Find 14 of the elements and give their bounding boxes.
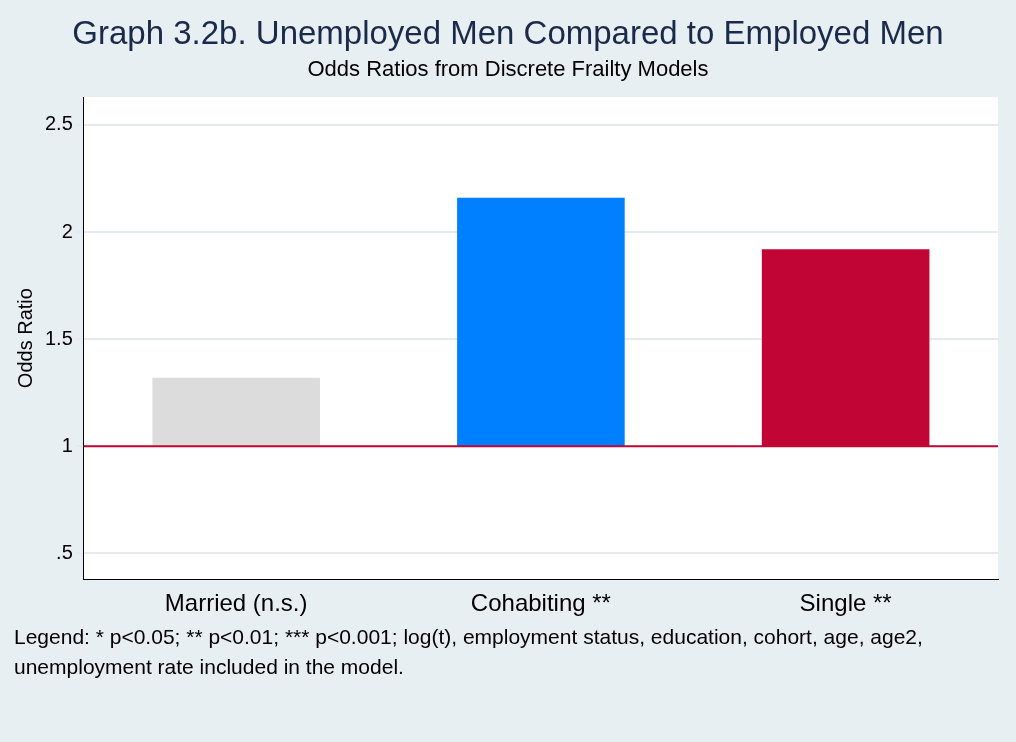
- x-tick-label: Single **: [799, 589, 892, 617]
- y-tick-label: 1.5: [44, 326, 73, 349]
- y-tick-label: 2.5: [44, 112, 73, 135]
- bar: [457, 197, 625, 447]
- bar: [152, 377, 320, 447]
- chart-title: Graph 3.2b. Unemployed Men Compared to Employed Men: [71, 13, 945, 52]
- text: Legend: * p<0.05; ** p<0.01; *** p<0.001; log(t), employment status, education, cohort, age, age2, unemployment rate included in the model.: [13, 624, 924, 680]
- x-tick-label: Cohabiting **: [470, 589, 611, 617]
- y-axis-title: Odds Ratio: [13, 288, 36, 389]
- x-tick-label: Married (n.s.): [164, 589, 308, 617]
- y-tick-label: .5: [56, 541, 73, 563]
- y-tick-label: 2: [61, 219, 73, 242]
- chart-subtitle: Odds Ratios from Discrete Frailty Models: [306, 56, 710, 82]
- y-tick-label: 1: [61, 433, 73, 456]
